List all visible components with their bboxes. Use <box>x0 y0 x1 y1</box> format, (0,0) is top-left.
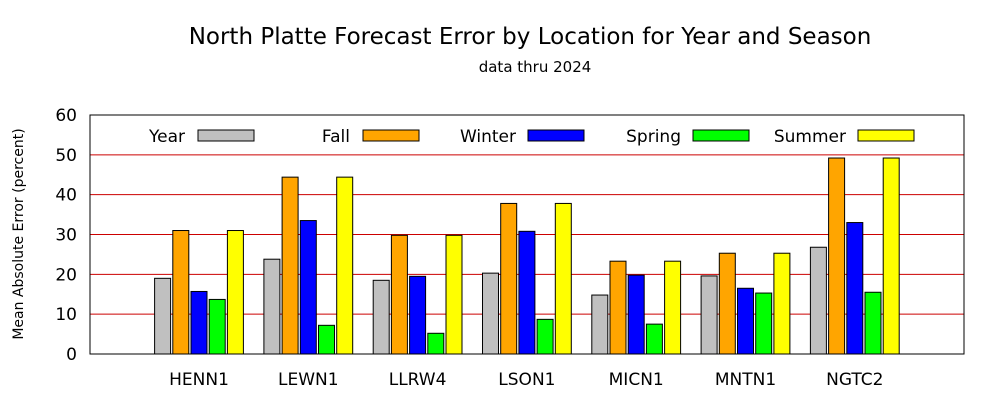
y-tick-label: 20 <box>55 265 77 285</box>
bar-summer-lson1 <box>554 202 572 355</box>
y-axis-ticks: 0 10 20 30 40 50 60 <box>55 106 77 365</box>
bar-fall-micn1 <box>609 260 627 355</box>
bar-winter-lewn1 <box>299 220 317 355</box>
bar-fall-lewn1 <box>281 176 299 355</box>
legend-swatch-summer <box>857 129 915 142</box>
bar-fall-henn1 <box>172 230 190 355</box>
bar-spring-lewn1 <box>318 324 335 355</box>
x-tick-label: MICN1 <box>609 370 664 390</box>
x-tick-label: LSON1 <box>498 370 555 390</box>
bar-year-mntn1 <box>700 275 718 355</box>
bar-spring-ngtc2 <box>864 291 882 355</box>
bar-spring-llrw4 <box>427 332 445 355</box>
bar-year-lewn1 <box>263 258 281 355</box>
bar-summer-micn1 <box>664 260 682 355</box>
legend-label-year: Year <box>148 127 185 147</box>
bar-summer-llrw4 <box>445 234 463 355</box>
bar-year-ngtc2 <box>809 246 827 355</box>
y-tick-label: 60 <box>55 106 77 126</box>
bar-winter-mntn1 <box>737 287 754 355</box>
legend-swatch-spring <box>692 129 750 142</box>
bar-winter-lson1 <box>518 230 536 355</box>
bar-fall-ngtc2 <box>828 157 846 355</box>
legend-label-fall: Fall <box>322 127 350 147</box>
chart-subtitle: data thru 2024 <box>479 58 592 76</box>
bar-spring-henn1 <box>208 298 226 355</box>
bar-summer-mntn1 <box>773 252 791 355</box>
legend-swatch-winter <box>527 129 585 142</box>
bar-winter-micn1 <box>627 274 645 355</box>
legend-label-summer: Summer <box>774 127 846 147</box>
bar-summer-ngtc2 <box>882 157 900 355</box>
x-axis-ticks: HENN1 LEWN1 LLRW4 LSON1 MICN1 MNTN1 NGTC2 <box>169 370 883 390</box>
legend-label-winter: Winter <box>460 127 516 147</box>
x-tick-label: MNTN1 <box>715 370 776 390</box>
bar-spring-lson1 <box>536 318 554 355</box>
bar-year-llrw4 <box>372 279 390 355</box>
x-tick-label: NGTC2 <box>826 370 883 390</box>
x-tick-label: HENN1 <box>169 370 229 390</box>
bar-spring-micn1 <box>645 323 663 355</box>
bar-summer-lewn1 <box>336 176 354 355</box>
bar-fall-mntn1 <box>718 252 736 355</box>
bar-summer-henn1 <box>226 230 244 355</box>
bar-fall-lson1 <box>500 202 518 355</box>
y-axis-label: Mean Absolute Error (percent) <box>11 128 27 339</box>
bar-fall-llrw4 <box>390 234 408 355</box>
legend-swatch-fall <box>362 129 420 142</box>
x-tick-label: LEWN1 <box>278 370 339 390</box>
bar-year-henn1 <box>154 277 172 355</box>
y-tick-label: 10 <box>55 305 77 325</box>
bar-spring-mntn1 <box>755 292 773 355</box>
chart-title: North Platte Forecast Error by Location … <box>189 24 872 50</box>
bar-winter-henn1 <box>190 290 208 355</box>
legend-swatch-year <box>197 129 255 142</box>
y-tick-label: 50 <box>55 146 77 166</box>
bars <box>154 157 900 355</box>
y-tick-label: 40 <box>55 186 77 206</box>
bar-winter-ngtc2 <box>846 222 864 355</box>
bar-year-lson1 <box>482 272 499 355</box>
legend: Year Fall Winter Spring Summer <box>148 127 915 147</box>
bar-year-micn1 <box>591 294 609 355</box>
legend-label-spring: Spring <box>626 127 681 147</box>
plot-frame <box>89 114 965 355</box>
y-tick-label: 0 <box>66 345 77 365</box>
y-tick-label: 30 <box>55 226 77 246</box>
x-tick-label: LLRW4 <box>389 370 447 390</box>
bar-winter-llrw4 <box>409 275 427 355</box>
